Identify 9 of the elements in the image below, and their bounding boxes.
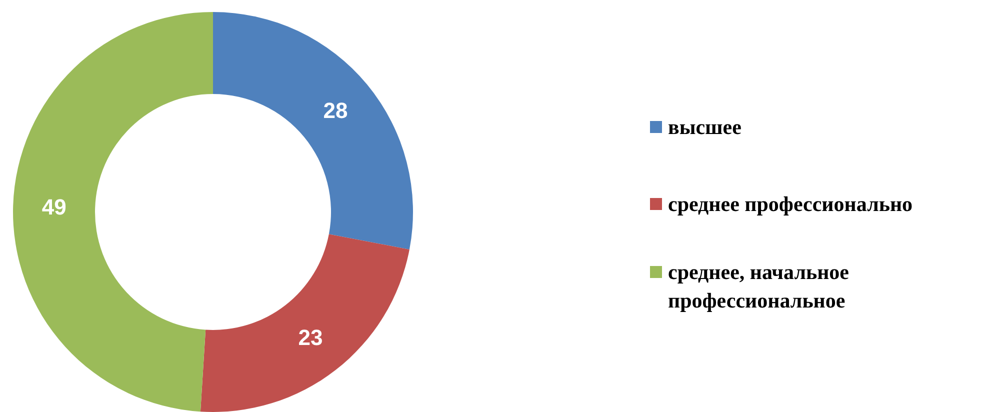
data-label: 23 xyxy=(298,325,323,350)
donut-slice xyxy=(13,12,213,412)
data-label: 49 xyxy=(42,194,66,220)
legend-label: высшее xyxy=(668,115,742,139)
donut-slice xyxy=(213,12,413,250)
data-label: 28 xyxy=(323,98,348,124)
legend-label: среднее, начальное профессиональное xyxy=(668,260,850,312)
legend-label: среднее профессионально xyxy=(668,192,913,216)
donut-slice xyxy=(200,234,410,412)
